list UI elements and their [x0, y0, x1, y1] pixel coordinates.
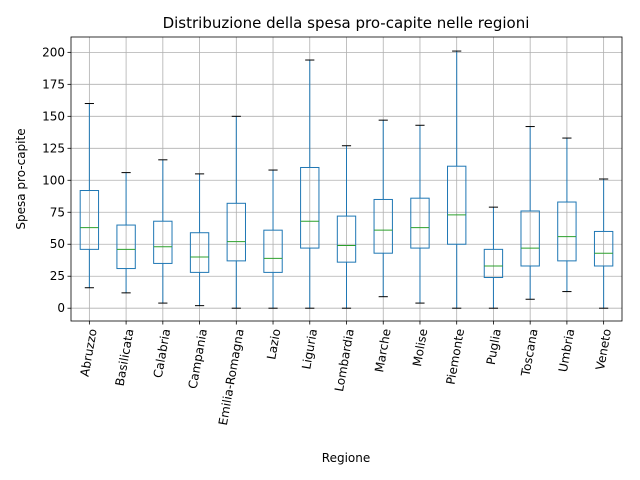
box-emilia-romagna [226, 115, 246, 309]
iqr-box [300, 166, 320, 249]
box-molise [410, 124, 430, 304]
box-calabria [153, 159, 173, 304]
box-marche [373, 119, 393, 298]
x-tick-label: Lombardia [332, 328, 357, 393]
box-campania [189, 173, 210, 307]
box-umbria [557, 137, 577, 293]
iqr-box [410, 197, 430, 249]
iqr-box [447, 165, 467, 245]
y-tick-label: 50 [50, 237, 65, 251]
iqr-box [263, 229, 283, 273]
box-veneto [593, 178, 614, 309]
x-axis-ticks: Abruzzo Basilicata Calabria Campania Emilia-… [78, 321, 614, 426]
y-tick-label: 150 [42, 109, 65, 123]
box-lombardia [336, 145, 357, 309]
x-tick-label: Marche [372, 328, 393, 374]
x-tick-label: Calabria [151, 328, 173, 379]
x-tick-label: Basilicata [113, 328, 137, 387]
iqr-box [520, 210, 540, 267]
x-tick-label: Molise [410, 328, 430, 368]
iqr-box [189, 232, 210, 273]
x-tick-label: Campania [186, 328, 210, 390]
y-tick-label: 100 [42, 173, 65, 187]
y-tick-label: 175 [42, 77, 65, 91]
y-tick-label: 25 [50, 269, 65, 283]
box-piemonte [447, 50, 467, 309]
y-tick-label: 200 [42, 45, 65, 59]
x-tick-label: Abruzzo [78, 328, 100, 378]
y-axis-label: Spesa pro-capite [14, 128, 28, 229]
box-abruzzo [79, 103, 100, 289]
box-lazio [263, 169, 283, 309]
box-basilicata [116, 172, 136, 294]
x-axis-label: Regione [322, 451, 370, 465]
y-tick-label: 75 [50, 205, 65, 219]
y-tick-label: 0 [57, 301, 65, 315]
box-puglia [483, 206, 504, 309]
x-tick-label: Liguria [299, 328, 320, 371]
y-tick-label: 125 [42, 141, 65, 155]
iqr-box [116, 224, 136, 270]
iqr-box [557, 201, 577, 262]
x-tick-label: Umbria [556, 328, 577, 373]
x-tick-label: Toscana [518, 328, 540, 378]
iqr-box [483, 248, 504, 279]
x-tick-label: Veneto [593, 328, 614, 372]
iqr-box [336, 215, 357, 263]
y-axis-ticks: 0 25 50 75 100 125 150 175 200 [42, 45, 71, 315]
boxes [79, 50, 614, 309]
iqr-box [226, 202, 246, 262]
plot-frame [70, 36, 623, 322]
chart-title: Distribuzione della spesa pro-capite nel… [163, 14, 530, 32]
iqr-box [373, 198, 393, 254]
iqr-box [79, 190, 100, 250]
x-tick-label: Puglia [484, 328, 504, 366]
iqr-box [593, 230, 614, 267]
box-liguria [300, 59, 320, 309]
x-tick-label: Emilia-Romagna [216, 328, 247, 427]
x-tick-label: Lazio [264, 328, 283, 361]
box-toscana [520, 126, 540, 300]
iqr-box [153, 220, 173, 264]
x-tick-label: Piemonte [444, 328, 468, 386]
